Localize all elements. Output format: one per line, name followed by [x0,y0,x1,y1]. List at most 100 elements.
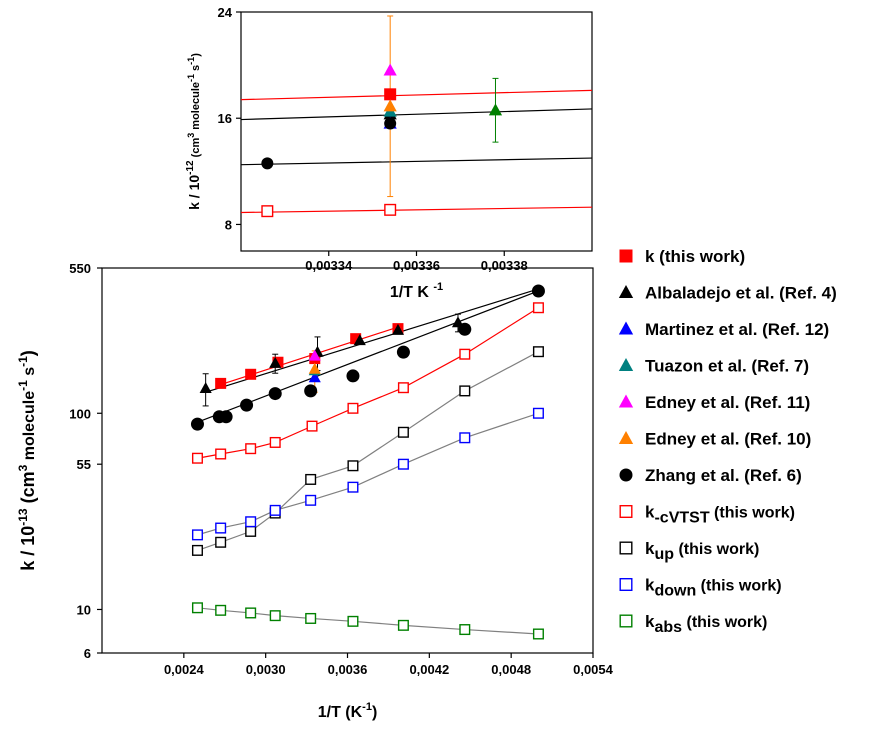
inset-point-zhang [261,157,274,170]
legend-label-k_this: k (this work) [645,247,745,266]
inset-plot: 0,00334 0,00336 0,00338 8 16 24 1/T K -1 k / 10… [185,5,593,301]
main-point-k_abs [245,607,257,619]
legend-marker-edney11 [618,394,634,408]
main-plot: 0,0024 0,0030 0,0036 0,0042 0,0048 0,0054 6 10 5… [16,261,614,721]
main-point-k_cvtst [191,452,203,464]
inset-y-tick-label: 8 [225,217,232,232]
main-point-edney10 [308,362,321,374]
legend-label-edney11: Edney et al. (Ref. 11) [645,393,810,412]
main-point-k_down [245,516,257,528]
legend: k (this work) Albaladejo et al. (Ref. 4) M… [618,247,837,636]
main-point-martinez [308,371,321,383]
main-point-zhang [304,384,318,398]
inset-point-k_this [384,88,397,101]
legend-label-martinez: Martinez et al. (Ref. 12) [645,320,829,339]
inset-y-tick-label: 24 [218,5,233,20]
main-point-k_cvtst [532,302,544,314]
legend-marker-k_abs [619,614,633,628]
main-fit-line [197,307,539,459]
inset-fit-line [240,206,593,214]
main-x-tick-label: 0,0048 [491,662,531,677]
main-y-tick-label: 100 [69,406,91,421]
legend-marker-k_this [619,249,633,263]
main-point-k_down [215,522,227,534]
main-point-k_up [215,536,227,548]
main-point-k_up [305,473,317,485]
legend-label-k_up: kup (this work) [645,539,759,563]
legend-marker-k_cvtst [619,505,633,519]
inset-point-edney11 [383,63,397,76]
main-point-k_down [532,407,544,419]
main-point-albaladejo [269,356,282,368]
inset-point-zhang [384,117,397,130]
inset-point-edney10 [383,99,397,112]
main-point-zhang [346,369,360,383]
legend-marker-k_down [619,578,633,592]
inset-fit-line [240,157,593,166]
legend-marker-martinez [618,321,634,335]
main-point-zhang [219,410,233,424]
inset-x-tick-label: 0,00338 [481,258,528,273]
main-point-k_abs [215,604,227,616]
legend-label-edney10: Edney et al. (Ref. 10) [645,430,811,449]
main-point-k_down [191,529,203,541]
inset-fit-line [240,108,593,121]
main-point-k_cvtst [459,348,471,360]
main-point-k_this [215,377,227,389]
main-point-zhang [458,322,472,336]
main-point-k_up [347,460,359,472]
main-point-edney11 [308,349,321,361]
legend-marker-zhang [619,468,633,482]
main-fit-line [197,290,539,423]
main-point-k_abs [269,610,281,622]
inset-x-tick-label: 0,00336 [393,258,440,273]
legend-label-zhang: Zhang et al. (Ref. 6) [645,466,802,485]
inset-point-k_cvtst [261,205,274,218]
main-point-k_up [532,346,544,358]
main-point-k_down [459,432,471,444]
main-point-k_this [350,333,362,345]
main-x-tick-label: 0,0042 [409,662,449,677]
inset-x-tick-label: 0,00334 [305,258,353,273]
inset-point-green_extra [488,103,503,116]
main-x-tick-label: 0,0036 [328,662,368,677]
inset-fit-line [240,89,593,101]
inset-y-axis-label: k / 10-12 (cm3 molecule-1 s-1) [185,53,202,210]
inset-plot-frame [240,11,593,252]
legend-label-tuazon: Tuazon et al. (Ref. 7) [645,357,809,376]
main-y-tick-label: 550 [69,261,91,276]
main-point-albaladejo [353,334,366,346]
main-point-k_abs [397,619,409,631]
inset-x-axis-label: 1/T K -1 [390,281,443,301]
main-y-tick-label: 55 [77,457,91,472]
main-point-zhang [268,387,282,401]
main-point-k_down [305,494,317,506]
main-x-tick-label: 0,0024 [164,662,205,677]
main-point-k_abs [347,615,359,627]
main-point-k_this [245,368,257,380]
main-point-k_cvtst [347,402,359,414]
legend-label-albaladejo: Albaladejo et al. (Ref. 4) [645,284,837,303]
main-fit-line [205,288,539,393]
main-point-k_cvtst [245,443,257,455]
legend-label-k_down: kdown (this work) [645,576,782,600]
main-point-k_down [347,481,359,493]
legend-marker-tuazon [618,358,634,372]
main-point-k_up [191,544,203,556]
main-point-k_abs [191,602,203,614]
main-point-k_abs [459,624,471,636]
main-point-k_up [245,525,257,537]
legend-marker-albaladejo [618,285,634,299]
main-y-tick-label: 10 [77,602,91,617]
main-point-k_cvtst [306,420,318,432]
main-point-k_cvtst [215,448,227,460]
main-point-albaladejo [391,323,405,335]
inset-y-tick-label: 16 [218,111,232,126]
legend-marker-k_up [619,541,633,555]
main-point-k_abs [532,628,544,640]
inset-point-k_cvtst [384,203,397,216]
main-point-k_cvtst [397,382,409,394]
legend-label-k_abs: kabs (this work) [645,612,767,636]
main-point-k_up [397,426,409,438]
main-x-tick-label: 0,0030 [246,662,286,677]
